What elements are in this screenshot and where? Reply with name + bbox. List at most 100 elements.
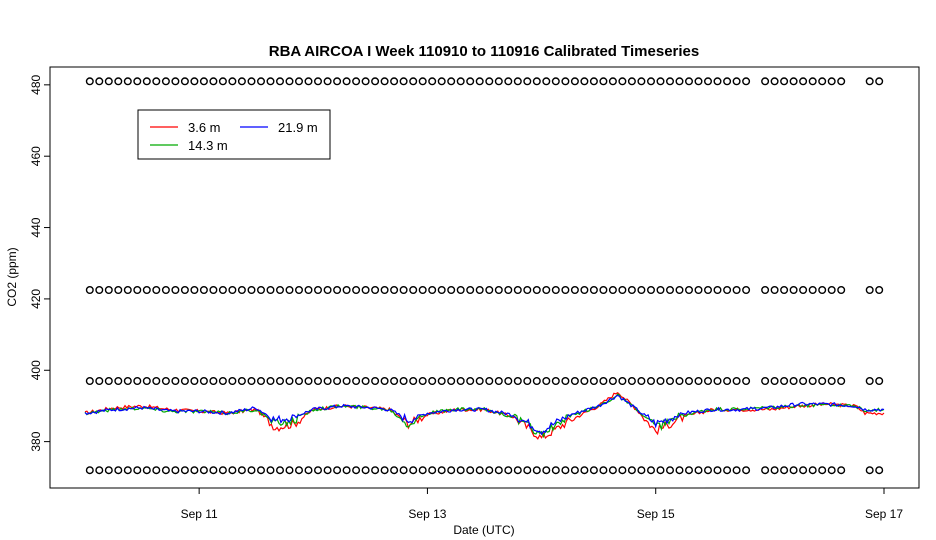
calibration-marker: [780, 77, 789, 86]
calibration-marker: [761, 466, 770, 475]
calibration-marker: [257, 286, 266, 295]
calibration-marker: [199, 286, 208, 295]
calibration-marker: [95, 286, 104, 295]
calibration-marker: [190, 466, 199, 475]
calibration-marker: [475, 377, 484, 386]
calibration-marker: [761, 286, 770, 295]
calibration-marker: [295, 286, 304, 295]
calibration-marker: [608, 77, 617, 86]
calibration-marker: [180, 377, 189, 386]
calibration-marker: [237, 77, 246, 86]
calibration-marker: [447, 466, 456, 475]
calibration-marker: [133, 466, 142, 475]
calibration-marker: [152, 466, 161, 475]
calibration-marker: [295, 377, 304, 386]
calibration-marker: [409, 286, 418, 295]
calibration-markers: [85, 77, 884, 475]
calibration-marker: [276, 286, 285, 295]
calibration-marker: [865, 286, 874, 295]
calibration-marker: [352, 77, 361, 86]
calibration-marker: [713, 466, 722, 475]
calibration-marker: [599, 466, 608, 475]
calibration-marker: [608, 286, 617, 295]
calibration-marker: [475, 77, 484, 86]
calibration-marker: [218, 286, 227, 295]
calibration-marker: [627, 466, 636, 475]
calibration-marker: [627, 377, 636, 386]
calibration-marker: [361, 77, 370, 86]
calibration-marker: [475, 286, 484, 295]
calibration-marker: [152, 377, 161, 386]
calibration-marker: [694, 77, 703, 86]
calibration-marker: [656, 286, 665, 295]
calibration-marker: [837, 286, 846, 295]
calibration-marker: [95, 377, 104, 386]
calibration-marker: [428, 77, 437, 86]
calibration-marker: [627, 286, 636, 295]
calibration-marker: [704, 77, 713, 86]
calibration-marker: [713, 286, 722, 295]
calibration-marker: [399, 377, 408, 386]
calibration-marker: [523, 286, 532, 295]
calibration-marker: [161, 377, 170, 386]
calibration-marker: [409, 77, 418, 86]
calibration-marker: [694, 377, 703, 386]
calibration-marker: [761, 377, 770, 386]
calibration-marker: [228, 466, 237, 475]
calibration-marker: [180, 466, 189, 475]
legend-entry: 21.9 m: [278, 120, 318, 135]
calibration-marker: [732, 377, 741, 386]
calibration-marker: [685, 77, 694, 86]
calibration-marker: [333, 77, 342, 86]
calibration-marker: [323, 77, 332, 86]
plot-frame: [49, 66, 920, 489]
calibration-marker: [114, 286, 123, 295]
calibration-marker: [218, 377, 227, 386]
calibration-marker: [666, 77, 675, 86]
calibration-marker: [827, 466, 836, 475]
calibration-marker: [161, 286, 170, 295]
calibration-marker: [237, 377, 246, 386]
calibration-marker: [276, 466, 285, 475]
y-tick-label: 400: [29, 360, 43, 380]
calibration-marker: [437, 77, 446, 86]
calibration-marker: [133, 377, 142, 386]
calibration-marker: [637, 77, 646, 86]
calibration-marker: [494, 77, 503, 86]
y-axis-label: CO2 (ppm): [5, 247, 19, 306]
calibration-marker: [418, 377, 427, 386]
calibration-marker: [342, 286, 351, 295]
calibration-marker: [352, 377, 361, 386]
calibration-marker: [95, 77, 104, 86]
calibration-marker: [675, 466, 684, 475]
calibration-marker: [95, 466, 104, 475]
calibration-marker: [608, 377, 617, 386]
calibration-marker: [333, 377, 342, 386]
calibration-marker: [808, 77, 817, 86]
calibration-marker: [361, 377, 370, 386]
calibration-marker: [380, 377, 389, 386]
calibration-marker: [199, 466, 208, 475]
calibration-marker: [180, 286, 189, 295]
calibration-marker: [85, 466, 94, 475]
calibration-marker: [647, 286, 656, 295]
legend-entry: 14.3 m: [188, 138, 228, 153]
calibration-marker: [837, 377, 846, 386]
calibration-marker: [599, 377, 608, 386]
calibration-marker: [228, 286, 237, 295]
calibration-marker: [742, 377, 751, 386]
calibration-marker: [789, 77, 798, 86]
calibration-marker: [380, 286, 389, 295]
calibration-marker: [589, 466, 598, 475]
calibration-marker: [276, 77, 285, 86]
calibration-marker: [837, 466, 846, 475]
calibration-marker: [209, 466, 218, 475]
calibration-marker: [666, 466, 675, 475]
calibration-marker: [504, 286, 513, 295]
calibration-marker: [523, 377, 532, 386]
calibration-marker: [190, 77, 199, 86]
calibration-marker: [247, 466, 256, 475]
calibration-marker: [818, 286, 827, 295]
calibration-marker: [704, 466, 713, 475]
calibration-marker: [352, 466, 361, 475]
